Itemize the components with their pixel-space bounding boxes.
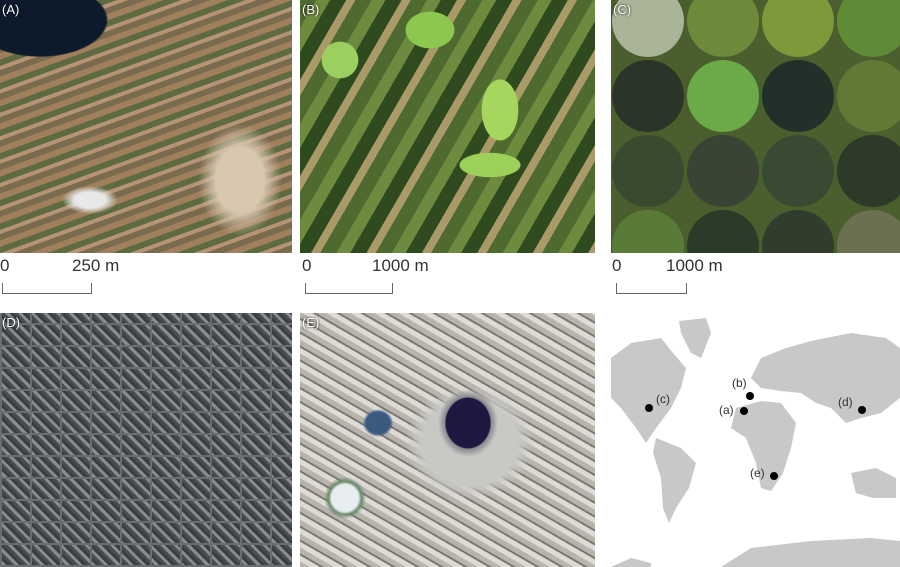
pivot-field [762, 0, 834, 57]
location-label: (c) [656, 392, 670, 406]
pivot-field [687, 60, 759, 132]
scale-bar [305, 283, 393, 294]
pivot-fields [612, 0, 900, 253]
panel-b-image: (B) [300, 0, 595, 253]
location-label: (d) [838, 395, 853, 409]
location-marker [746, 392, 754, 400]
location-marker [645, 404, 653, 412]
pivot-field [687, 210, 759, 253]
location-label: (b) [732, 376, 747, 390]
world-map: (a) (b) (c) (d) (e) [611, 313, 900, 567]
pivot-field [762, 135, 834, 207]
pivot-field [837, 135, 900, 207]
pivot-field [612, 60, 684, 132]
location-label: (e) [750, 466, 765, 480]
pivot-field [687, 135, 759, 207]
pivot-field [612, 0, 684, 57]
world-map-land [611, 318, 900, 567]
pivot-field [837, 0, 900, 57]
panel-d-image: (D) [0, 313, 292, 567]
scale-bar [2, 283, 92, 294]
pivot-field [762, 60, 834, 132]
scale-start: 0 [612, 256, 622, 275]
panel-c-image: (C) [611, 0, 900, 253]
panel-label: (B) [302, 2, 320, 17]
scale-start: 0 [0, 256, 10, 275]
location-marker [858, 406, 866, 414]
scale-start: 0 [302, 256, 312, 275]
panel-label: (E) [302, 315, 320, 330]
pivot-field [837, 210, 900, 253]
panel-label: (C) [613, 2, 632, 17]
scale-bar [616, 283, 687, 294]
scale-end: 250 m [72, 256, 120, 275]
scale-end: 1000 m [666, 256, 723, 275]
panel-e-image: (E) [300, 313, 595, 567]
panel-label: (A) [2, 2, 20, 17]
location-marker [770, 472, 778, 480]
location-marker [740, 407, 748, 415]
pivot-field [837, 60, 900, 132]
pivot-field [612, 135, 684, 207]
pivot-field [612, 210, 684, 253]
panel-label: (D) [2, 315, 21, 330]
location-label: (a) [719, 403, 734, 417]
pivot-field [762, 210, 834, 253]
scale-end: 1000 m [372, 256, 429, 275]
panel-a-image: (A) [0, 0, 292, 253]
pivot-field [687, 0, 759, 57]
